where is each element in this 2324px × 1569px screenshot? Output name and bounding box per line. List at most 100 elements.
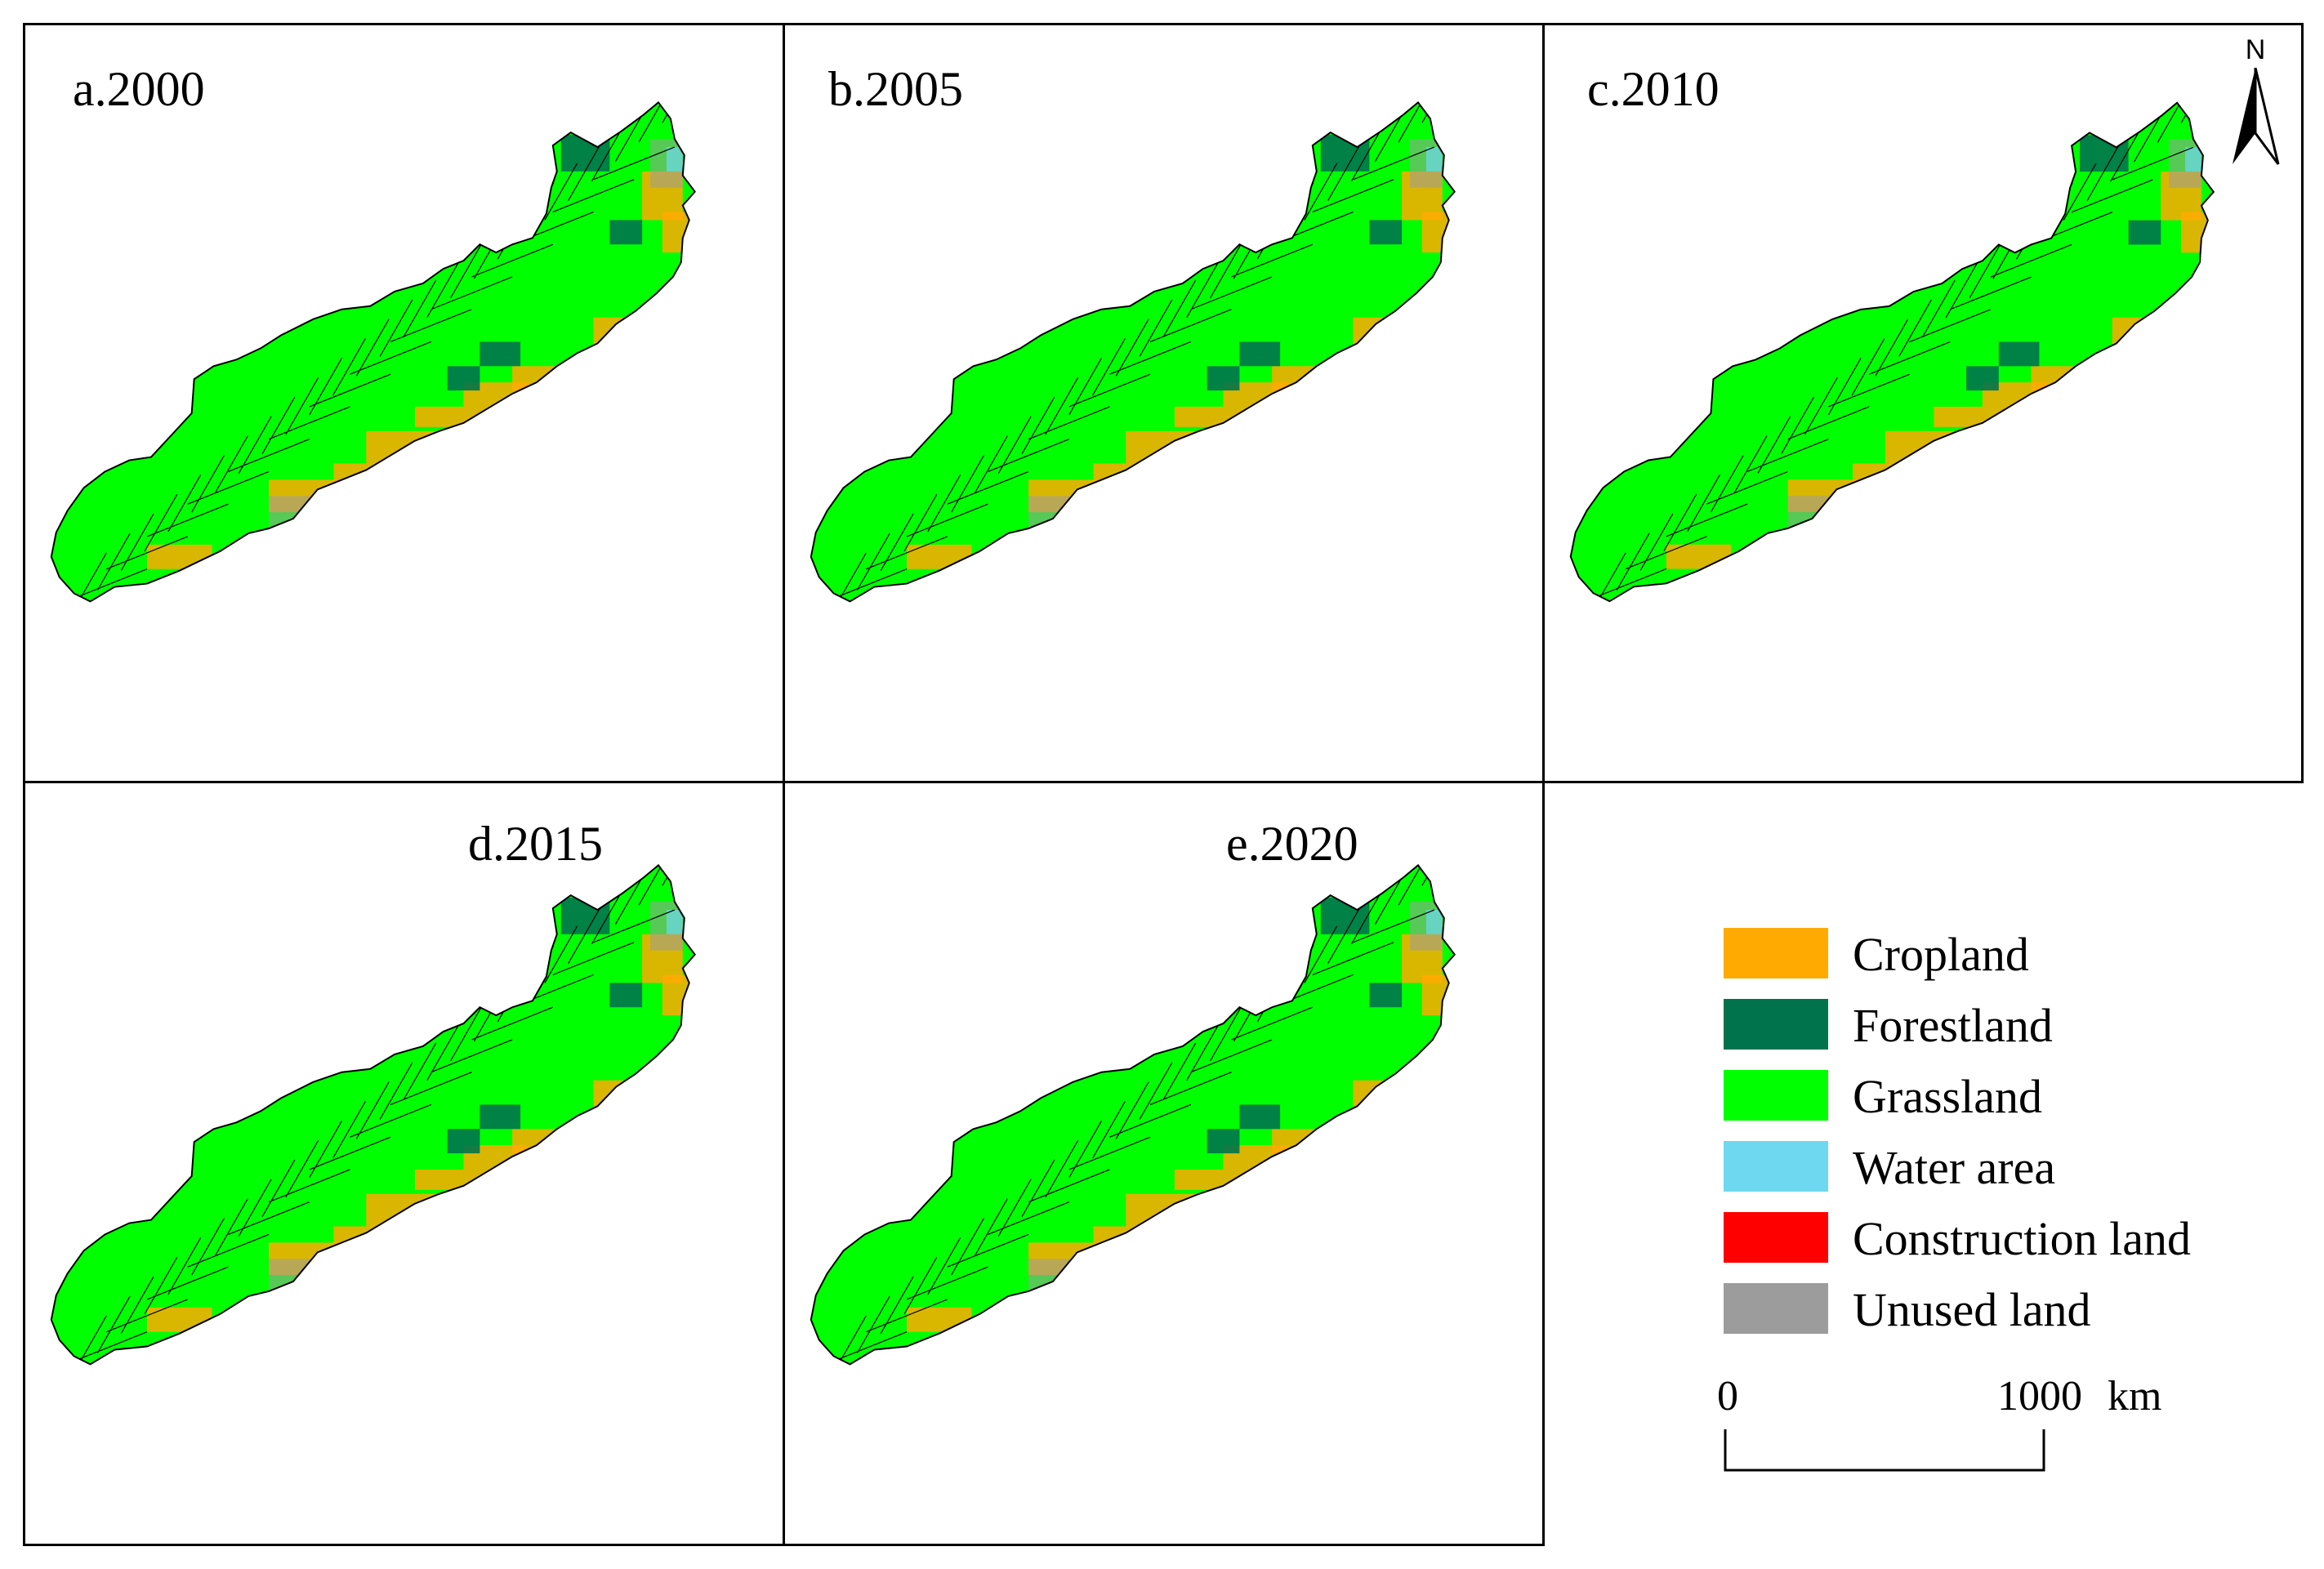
county-boundary [856, 1295, 890, 1353]
county-boundary [146, 503, 229, 537]
county-boundary [1068, 358, 1103, 416]
water-area-patch [666, 910, 683, 934]
county-boundary [146, 1266, 229, 1300]
county-boundary [638, 102, 672, 143]
county-boundary [390, 1072, 472, 1106]
region-group [50, 863, 696, 1366]
scale-end-label: 1000 [1997, 1373, 2082, 1420]
water-area-patch [1425, 910, 1443, 934]
county-boundary [1350, 886, 1385, 945]
county-boundary [471, 243, 554, 278]
county-boundary [552, 179, 635, 213]
county-boundary [1162, 1042, 1197, 1100]
county-boundary [951, 455, 984, 513]
forestland-patch [609, 220, 643, 245]
county-boundary [1921, 279, 1956, 337]
cropland-patch [147, 544, 212, 569]
county-boundary [1706, 470, 1788, 505]
forestland-patch [447, 1129, 480, 1154]
cropland-patch [1353, 1080, 1426, 1113]
legend-label: Forestland [1853, 999, 2053, 1052]
legend-swatch [1724, 1070, 1828, 1121]
county-boundary [974, 435, 1008, 493]
region-map [810, 863, 1456, 1366]
region-group [810, 100, 1456, 603]
cropland-patch [1174, 1169, 1273, 1190]
county-boundary [1626, 536, 1707, 570]
county-boundary [144, 1256, 178, 1315]
county-boundary [1028, 406, 1110, 440]
county-boundary [1068, 1121, 1103, 1179]
county-boundary [261, 1159, 296, 1217]
cropland-patch [593, 317, 667, 350]
county-boundary [268, 406, 350, 440]
cropland-patch [1126, 430, 1240, 464]
county-boundary [1746, 439, 1829, 472]
county-boundary [1028, 1169, 1110, 1203]
county-boundary [450, 240, 484, 299]
county-boundary [1398, 865, 1432, 906]
cropland-patch [1174, 406, 1273, 427]
county-boundary [187, 470, 270, 505]
county-boundary [309, 373, 391, 408]
region-outline [1569, 101, 2215, 603]
cropland-patch [1885, 430, 1999, 464]
county-boundary [1312, 942, 1394, 976]
county-boundary [1353, 146, 1435, 181]
county-boundary [1898, 299, 1932, 357]
legend-swatch [1724, 1283, 1828, 1334]
cropland-patch [1126, 1193, 1240, 1227]
map-panel-2015: d.2015 [23, 781, 785, 1546]
county-boundary [332, 1101, 366, 1159]
county-boundary [309, 1136, 391, 1170]
county-boundary [1353, 909, 1435, 943]
county-boundary [1304, 163, 1338, 221]
county-boundary [355, 1081, 390, 1139]
county-boundary [1945, 261, 1979, 319]
county-boundary [1827, 358, 1862, 416]
region-map [50, 863, 696, 1366]
scale-bar: 0 1000 km [1715, 1364, 2206, 1487]
county-boundary [591, 886, 625, 945]
forestland-patch [480, 1104, 521, 1130]
county-boundary [1787, 406, 1870, 440]
county-boundary [1828, 373, 1910, 408]
county-boundary [1149, 309, 1232, 343]
north-arrow-icon [2233, 68, 2280, 165]
forestland-patch [1369, 220, 1403, 245]
county-boundary [1312, 179, 1394, 213]
county-boundary [426, 260, 461, 318]
county-boundary [1092, 1101, 1126, 1159]
county-boundary [332, 338, 366, 396]
county-boundary [2063, 163, 2097, 221]
county-boundary [238, 416, 272, 474]
county-boundary [1068, 1136, 1151, 1170]
legend-item-cropland: Cropland [1724, 928, 2295, 980]
cropland-patch [366, 1193, 480, 1227]
county-boundary [350, 341, 432, 375]
county-boundary [1190, 276, 1273, 310]
county-boundary [988, 1201, 1069, 1235]
forestland-patch [2128, 220, 2161, 245]
county-boundary [309, 1121, 343, 1179]
legend-item-construction-land: Construction land [1724, 1212, 2295, 1264]
county-boundary [1804, 377, 1838, 435]
legend-label: Construction land [1853, 1212, 2192, 1265]
cropland-patch [662, 974, 695, 1016]
cropland-patch [1421, 212, 1455, 253]
county-boundary [906, 503, 988, 537]
county-boundary [1045, 1139, 1079, 1198]
county-boundary [1868, 341, 1951, 375]
cropland-patch [593, 1080, 667, 1113]
county-boundary [1139, 1062, 1173, 1120]
county-boundary [927, 475, 961, 533]
water-area-patch [1425, 147, 1443, 172]
county-boundary [268, 1169, 350, 1203]
county-boundary [866, 536, 948, 570]
legend-swatch [1724, 1141, 1828, 1192]
legend-item-forestland: Forestland [1724, 999, 2295, 1051]
county-boundary [1162, 279, 1197, 337]
region-group [1569, 101, 2215, 603]
map-panel-2010: c.2010 N [1542, 23, 2304, 783]
scale-unit-label: km [2108, 1373, 2162, 1420]
